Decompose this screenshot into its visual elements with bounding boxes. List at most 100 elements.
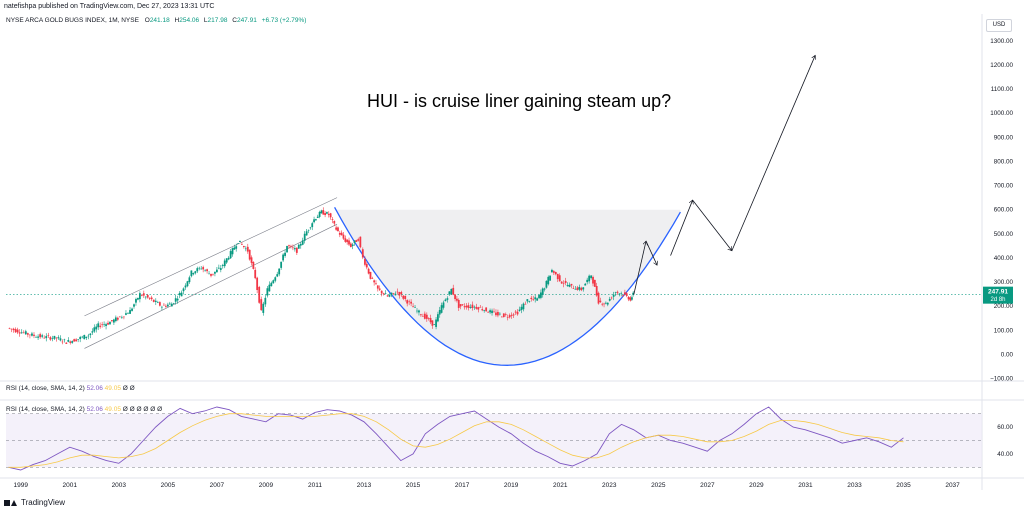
candle-body xyxy=(400,292,403,295)
candle-body xyxy=(217,267,220,269)
x-tick-label: 2007 xyxy=(210,482,225,489)
candle-body xyxy=(101,324,104,326)
candle-body xyxy=(272,280,275,284)
candle-body xyxy=(41,335,44,337)
candle-body xyxy=(194,271,197,274)
candle-body xyxy=(475,306,478,309)
ohlc-o-label: O xyxy=(144,17,150,24)
rsi-legend-extra: Ø Ø Ø Ø Ø Ø xyxy=(122,406,163,413)
candle-body xyxy=(627,296,630,300)
candle-body xyxy=(524,303,527,305)
candle-body xyxy=(290,245,292,247)
candle-body xyxy=(518,309,521,311)
candle-body xyxy=(123,316,125,318)
candle-body xyxy=(57,337,60,339)
y-tick-label: 1300.00 xyxy=(990,38,1013,45)
candle-body xyxy=(367,268,370,274)
x-tick-label: 2013 xyxy=(357,482,372,489)
candle-body xyxy=(22,332,25,334)
candle-body xyxy=(435,319,437,327)
candle-body xyxy=(131,308,133,311)
candle-body xyxy=(77,339,80,340)
candle-body xyxy=(346,239,349,243)
candle-body xyxy=(491,310,493,314)
candle-body xyxy=(107,322,109,325)
candle-body xyxy=(440,305,443,313)
candle-body xyxy=(51,338,54,339)
candle-body xyxy=(10,328,13,330)
candle-body xyxy=(348,240,350,245)
candle-body xyxy=(254,269,257,279)
candle-body xyxy=(71,341,74,343)
candle-body xyxy=(295,247,298,253)
rsi-legend-1: RSI (14, close, SMA, 14, 2) 52.06 49.05 … xyxy=(6,385,135,392)
x-tick-label: 2037 xyxy=(945,482,960,489)
candle-body xyxy=(109,322,111,325)
candle-body xyxy=(373,280,376,283)
candle-body xyxy=(252,261,255,269)
y-tick-label: 100.00 xyxy=(994,327,1014,334)
candle-body xyxy=(297,244,300,249)
candle-body xyxy=(528,301,531,302)
candle-body xyxy=(483,310,486,311)
projection-arrow xyxy=(633,241,646,295)
candle-body xyxy=(172,303,175,304)
candle-body xyxy=(242,246,245,247)
candle-body xyxy=(604,302,607,304)
candle-body xyxy=(198,267,201,269)
candle-body xyxy=(278,268,281,275)
y-tick-label: 600.00 xyxy=(994,207,1014,214)
candle-body xyxy=(337,227,339,232)
candle-body xyxy=(292,247,294,249)
candle-body xyxy=(618,293,621,295)
x-tick-label: 2033 xyxy=(847,482,862,489)
candle-body xyxy=(355,240,358,242)
candle-body xyxy=(593,279,596,287)
candle-body xyxy=(361,249,364,258)
candle-body xyxy=(357,239,360,241)
last-price-countdown: 2d 8h xyxy=(990,297,1005,303)
candle-body xyxy=(204,270,207,272)
x-tick-label: 1999 xyxy=(13,482,28,489)
candle-body xyxy=(202,267,205,270)
candles xyxy=(8,207,635,345)
candle-body xyxy=(156,302,159,303)
candle-body xyxy=(176,298,179,301)
candle-body xyxy=(87,335,90,337)
candle-body xyxy=(329,213,332,218)
tradingview-brand[interactable]: TradingView xyxy=(4,498,65,507)
candle-body xyxy=(75,339,78,342)
candle-body xyxy=(520,306,523,311)
candle-body xyxy=(274,277,277,281)
candle-body xyxy=(39,334,42,338)
projection-arrow xyxy=(731,55,815,251)
candle-body xyxy=(416,310,418,312)
candle-body xyxy=(248,249,251,260)
candle-body xyxy=(174,298,177,302)
candle-body xyxy=(318,212,321,217)
candle-body xyxy=(625,293,628,296)
candle-body xyxy=(549,275,551,281)
candle-body xyxy=(467,305,470,308)
candle-body xyxy=(326,212,328,214)
candle-body xyxy=(629,297,632,301)
candle-body xyxy=(584,283,587,286)
candle-body xyxy=(580,287,583,291)
x-tick-label: 2011 xyxy=(308,482,322,489)
candle-body xyxy=(184,285,187,288)
rsi-legend-2: RSI (14, close, SMA, 14, 2) 52.06 49.05 … xyxy=(6,406,162,413)
candle-body xyxy=(500,316,503,318)
candle-body xyxy=(554,271,557,275)
candle-body xyxy=(597,292,600,304)
candle-body xyxy=(301,240,304,245)
candle-body xyxy=(454,294,456,300)
x-tick-label: 2009 xyxy=(259,482,274,489)
currency-button[interactable]: USD xyxy=(986,19,1012,32)
candle-body xyxy=(103,324,105,325)
candle-body xyxy=(327,213,330,215)
candle-body xyxy=(152,299,155,302)
candle-body xyxy=(89,333,92,336)
candle-body xyxy=(448,291,451,295)
ohlc-h-label: H xyxy=(174,17,180,24)
